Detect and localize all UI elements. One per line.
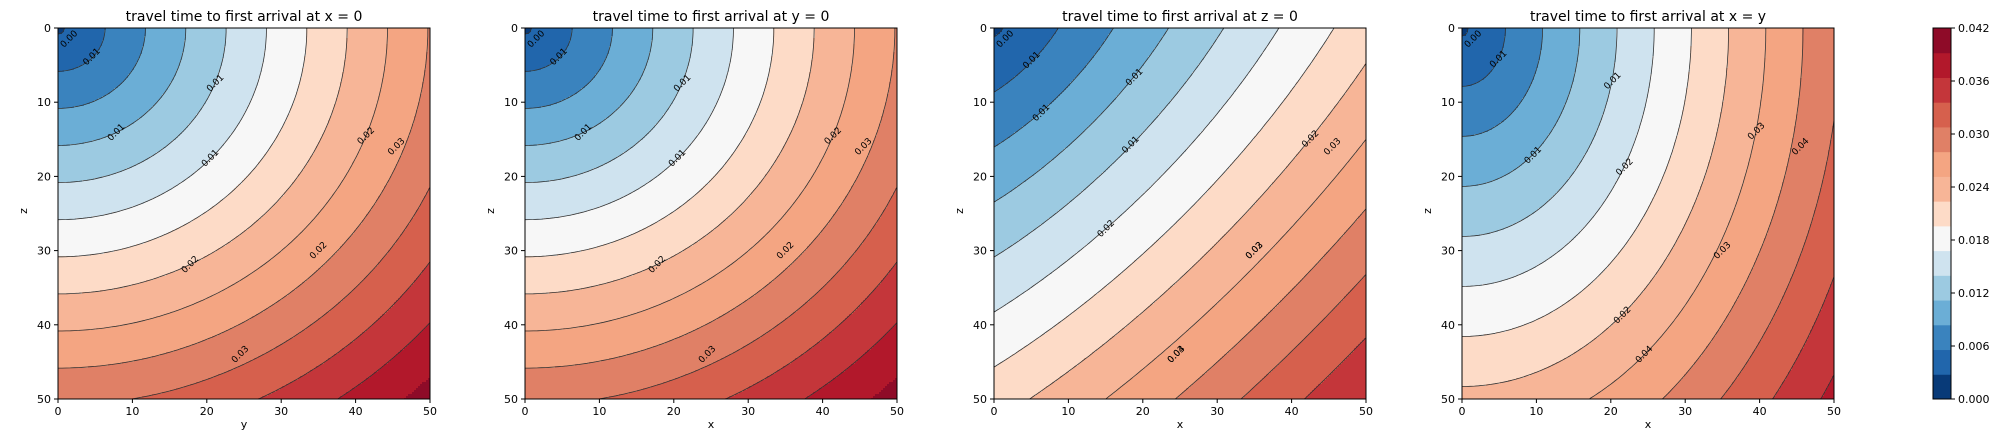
panel-title: travel time to first arrival at z = 0 xyxy=(1062,9,1298,25)
x-tick-label: 10 xyxy=(125,405,139,418)
x-tick-label: 10 xyxy=(592,405,606,418)
colorbar-swatch xyxy=(1933,350,1951,375)
x-tick-label: 20 xyxy=(667,405,681,418)
y-tick-label: 0 xyxy=(1448,22,1455,35)
x-tick-label: 40 xyxy=(1285,405,1299,418)
y-tick-label: 20 xyxy=(973,170,987,183)
x-tick-label: 0 xyxy=(1459,405,1466,418)
y-tick-label: 10 xyxy=(37,96,51,109)
colorbar-swatch xyxy=(1933,325,1951,350)
colorbar-tick-label: 0.030 xyxy=(1958,128,1990,141)
x-tick-label: 40 xyxy=(1753,405,1767,418)
colorbar-tick-label: 0.012 xyxy=(1958,287,1990,300)
y-tick-label: 50 xyxy=(504,393,518,406)
panel-xy: travel time to first arrival at x = y x … xyxy=(1421,9,1841,431)
colorbar-tick-label: 0.042 xyxy=(1958,22,1990,35)
panel-y0: travel time to first arrival at y = 0 x … xyxy=(484,9,904,431)
x-tick-label: 0 xyxy=(55,405,62,418)
x-tick-label: 20 xyxy=(200,405,214,418)
y-tick-label: 10 xyxy=(1441,96,1455,109)
x-tick-label: 10 xyxy=(1061,405,1075,418)
x-tick-label: 0 xyxy=(522,405,529,418)
y-tick-label: 30 xyxy=(37,245,51,258)
y-tick-label: 10 xyxy=(504,96,518,109)
y-tick-label: 40 xyxy=(37,319,51,332)
y-tick-label: 0 xyxy=(980,22,987,35)
x-tick-label: 20 xyxy=(1604,405,1618,418)
x-tick-label: 40 xyxy=(816,405,830,418)
y-axis-label: z xyxy=(484,208,497,214)
colorbar-tick-label: 0.000 xyxy=(1958,393,1990,406)
x-tick-label: 30 xyxy=(741,405,755,418)
x-tick-label: 50 xyxy=(890,405,904,418)
panel-x0: travel time to first arrival at x = 0 y … xyxy=(17,9,437,431)
x-tick-label: 30 xyxy=(274,405,288,418)
x-axis-label: x xyxy=(1645,418,1652,431)
colorbar-swatch xyxy=(1933,152,1951,177)
x-tick-label: 50 xyxy=(423,405,437,418)
colorbar-swatch xyxy=(1933,251,1951,276)
y-tick-label: 50 xyxy=(973,393,987,406)
panel-title: travel time to first arrival at x = 0 xyxy=(126,9,363,25)
colorbar-swatch xyxy=(1933,275,1951,300)
y-tick-label: 40 xyxy=(1441,319,1455,332)
colorbar: 0.000 0.006 0.012 0.018 0.024 0.030 0.036 0.042 xyxy=(1933,22,1990,406)
x-tick-label: 50 xyxy=(1359,405,1373,418)
y-axis-label: z xyxy=(17,208,30,214)
y-tick-label: 50 xyxy=(37,393,51,406)
y-axis-label: z xyxy=(1421,208,1434,214)
colorbar-swatch xyxy=(1933,28,1951,53)
y-tick-label: 10 xyxy=(973,96,987,109)
x-axis-label: y xyxy=(241,418,248,431)
x-tick-label: 10 xyxy=(1529,405,1543,418)
y-tick-label: 0 xyxy=(511,22,518,35)
x-tick-label: 20 xyxy=(1136,405,1150,418)
colorbar-tick-label: 0.024 xyxy=(1958,181,1990,194)
x-axis-label: x xyxy=(1177,418,1184,431)
y-tick-label: 40 xyxy=(973,319,987,332)
colorbar-swatch xyxy=(1933,374,1951,399)
y-tick-label: 20 xyxy=(504,170,518,183)
panel-title: travel time to first arrival at y = 0 xyxy=(593,9,830,25)
colorbar-swatch xyxy=(1933,102,1951,127)
panel-title: travel time to first arrival at x = y xyxy=(1530,9,1766,25)
colorbar-swatch xyxy=(1933,127,1951,152)
y-tick-label: 20 xyxy=(1441,170,1455,183)
y-tick-label: 20 xyxy=(37,170,51,183)
y-tick-label: 30 xyxy=(1441,245,1455,258)
y-tick-label: 0 xyxy=(44,22,51,35)
y-tick-label: 50 xyxy=(1441,393,1455,406)
colorbar-tick-label: 0.018 xyxy=(1958,234,1990,247)
panel-z0: travel time to first arrival at z = 0 x … xyxy=(953,9,1373,431)
colorbar-swatch xyxy=(1933,176,1951,201)
colorbar-swatch xyxy=(1933,53,1951,78)
x-tick-label: 30 xyxy=(1210,405,1224,418)
colorbar-swatch xyxy=(1933,300,1951,325)
x-axis-label: x xyxy=(708,418,715,431)
x-tick-label: 40 xyxy=(349,405,363,418)
y-tick-label: 30 xyxy=(504,245,518,258)
colorbar-swatch xyxy=(1933,201,1951,226)
y-tick-label: 40 xyxy=(504,319,518,332)
colorbar-tick-label: 0.036 xyxy=(1958,75,1990,88)
y-axis-label: z xyxy=(953,208,966,214)
x-tick-label: 50 xyxy=(1827,405,1841,418)
x-tick-label: 30 xyxy=(1678,405,1692,418)
y-tick-label: 30 xyxy=(973,245,987,258)
colorbar-swatch xyxy=(1933,226,1951,251)
colorbar-tick-label: 0.006 xyxy=(1958,340,1990,353)
colorbar-swatch xyxy=(1933,77,1951,102)
x-tick-label: 0 xyxy=(991,405,998,418)
